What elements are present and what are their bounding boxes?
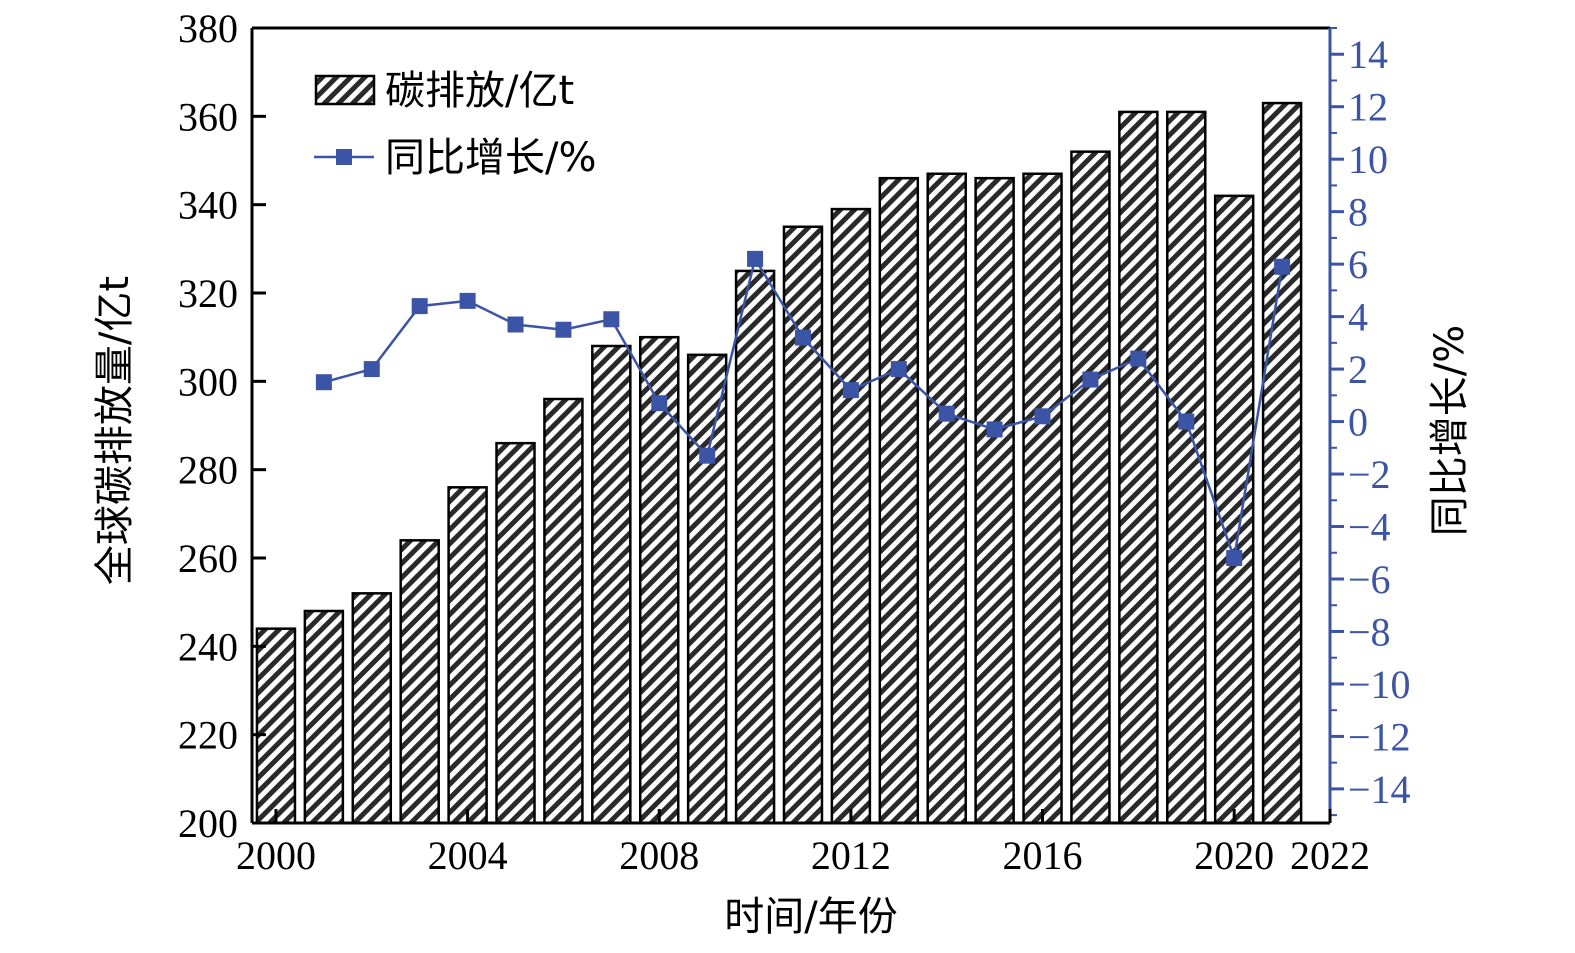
emission-bar-2017 (1070, 150, 1111, 825)
legend-bar-swatch (314, 74, 376, 106)
emission-bar-2006 (543, 397, 584, 825)
right-tick-label-10: 6 (1348, 242, 1368, 287)
growth-point-2003 (411, 298, 428, 315)
emission-bar-2000 (255, 627, 297, 825)
right-tick-label-6: −2 (1348, 452, 1391, 497)
growth-point-2008 (651, 395, 668, 412)
emission-bar-2003 (399, 539, 440, 825)
left-tick-label-240: 240 (178, 624, 238, 669)
left-tick-label-360: 360 (178, 94, 238, 139)
left-tick-label-200: 200 (178, 801, 238, 846)
growth-point-2010 (747, 250, 764, 267)
right-tick-label-14: 14 (1348, 32, 1388, 77)
emission-bar-2020 (1213, 194, 1255, 825)
emission-bar-2001 (303, 609, 345, 825)
legend-line-label: 同比增长/% (385, 135, 596, 181)
axes-layer: 200220240260280300320340360380−14−12−10−… (92, 6, 1473, 940)
left-tick-label-260: 260 (178, 536, 238, 581)
growth-point-2015 (986, 421, 1003, 438)
right-tick-label-7: 0 (1348, 400, 1368, 445)
emission-bar-2004 (447, 486, 488, 825)
emission-bar-2013 (878, 176, 920, 825)
right-tick-label-2: −10 (1348, 662, 1411, 707)
x-tick-label-2022: 2022 (1290, 833, 1370, 878)
x-tick-label-2012: 2012 (811, 833, 891, 878)
emission-bar-2018 (1118, 110, 1159, 825)
x-tick-label-2016: 2016 (1003, 833, 1083, 878)
right-tick-label-4: −6 (1348, 557, 1391, 602)
left-tick-label-320: 320 (178, 271, 238, 316)
emission-bar-2005 (495, 441, 536, 825)
x-tick-label-2008: 2008 (619, 833, 699, 878)
emission-bar-2002 (351, 592, 393, 825)
growth-line-layer (315, 250, 1291, 566)
right-tick-label-11: 8 (1348, 190, 1368, 235)
growth-point-2001 (315, 374, 332, 391)
growth-point-2005 (507, 316, 524, 333)
legend-line-marker (336, 149, 352, 165)
emission-bar-2016 (1022, 172, 1063, 825)
emission-bar-2019 (1166, 110, 1207, 825)
growth-point-2012 (842, 382, 859, 399)
right-tick-label-8: 2 (1348, 347, 1368, 392)
growth-point-2013 (890, 361, 907, 378)
y2-axis-title: 同比增长/% (1427, 325, 1473, 536)
y-axis-title: 全球碳排放量/亿t (92, 276, 138, 585)
bars-layer (255, 101, 1303, 825)
emission-bar-2007 (591, 344, 632, 825)
emission-bar-2009 (686, 353, 728, 825)
right-tick-label-12: 10 (1348, 137, 1388, 182)
growth-point-2007 (603, 311, 620, 328)
right-tick-label-1: −12 (1348, 714, 1411, 759)
left-tick-label-280: 280 (178, 448, 238, 493)
emission-bar-2012 (830, 207, 872, 825)
right-tick-label-3: −8 (1348, 609, 1391, 654)
growth-point-2020 (1226, 550, 1243, 566)
growth-point-2016 (1034, 408, 1051, 425)
x-tick-label-2004: 2004 (428, 833, 508, 878)
left-tick-label-220: 220 (178, 713, 238, 758)
growth-point-2021 (1274, 258, 1291, 275)
emission-bar-2015 (974, 176, 1015, 825)
growth-point-2014 (938, 405, 955, 422)
growth-point-2019 (1178, 413, 1195, 430)
growth-point-2006 (555, 321, 572, 338)
growth-point-2017 (1082, 371, 1099, 388)
legend-bar-label: 碳排放/亿t (385, 68, 574, 114)
x-axis-title: 时间/年份 (724, 894, 897, 940)
growth-point-2011 (794, 329, 811, 346)
right-tick-label-9: 4 (1348, 295, 1368, 340)
legend: 碳排放/亿t 同比增长/% (314, 68, 596, 181)
left-tick-label-380: 380 (178, 6, 238, 51)
emission-bar-2021 (1261, 101, 1303, 825)
x-tick-label-2000: 2000 (236, 833, 316, 878)
right-tick-label-0: −14 (1348, 767, 1411, 812)
growth-point-2018 (1130, 350, 1147, 367)
growth-point-2004 (459, 292, 476, 309)
growth-point-2002 (363, 361, 380, 378)
right-tick-label-5: −4 (1348, 505, 1391, 550)
emission-bar-2010 (734, 269, 776, 825)
emission-bar-2014 (926, 172, 967, 825)
right-tick-label-13: 12 (1348, 85, 1388, 130)
growth-point-2009 (699, 447, 716, 464)
left-tick-label-340: 340 (178, 183, 238, 228)
left-tick-label-300: 300 (178, 359, 238, 404)
x-tick-label-2020: 2020 (1194, 833, 1274, 878)
